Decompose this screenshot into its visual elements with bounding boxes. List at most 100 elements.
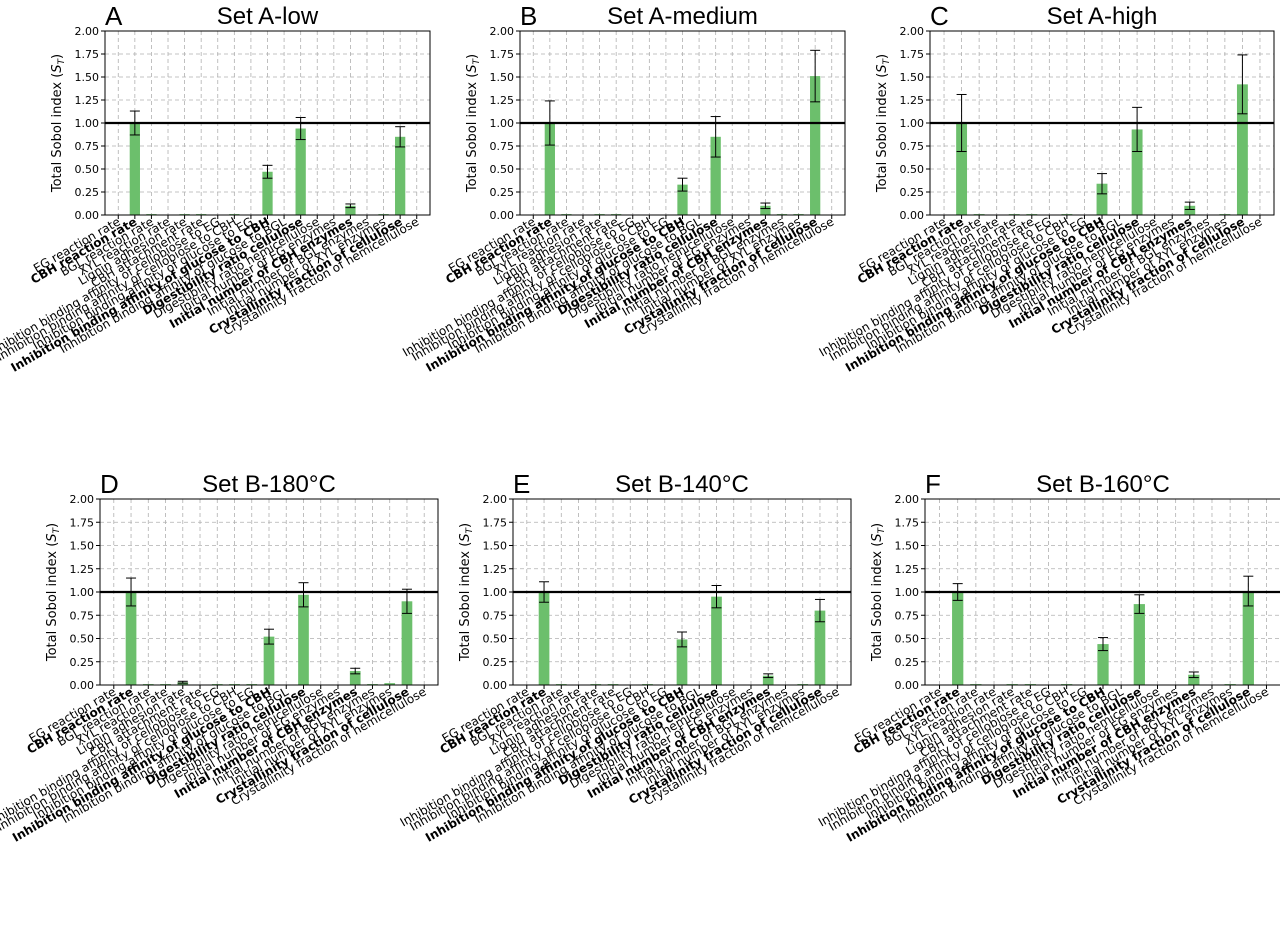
y-axis-label: Total Sobol index (ST) <box>458 523 475 662</box>
y-axis-label-symbol: S <box>458 533 473 541</box>
bar <box>810 76 821 215</box>
bar <box>263 636 275 685</box>
y-tick-label: 1.00 <box>70 586 95 599</box>
panel-f: F Set B-160°C 0.00 0.25 0.50 0.75 1.00 1.25 1.50… <box>816 469 1280 845</box>
y-tick-label: 0.75 <box>895 609 920 622</box>
bar <box>1097 644 1109 685</box>
y-axis-label-close: ) <box>870 523 885 528</box>
bar <box>711 596 722 685</box>
y-tick-label: 0.50 <box>70 633 95 646</box>
y-tick-label: 1.75 <box>483 516 508 529</box>
y-tick-label: 0.00 <box>895 679 920 692</box>
panel-title: Set B-180°C <box>202 471 336 498</box>
y-tick-label: 0.00 <box>483 679 508 692</box>
bar <box>384 683 396 685</box>
bar <box>295 128 306 215</box>
y-tick-label: 0.50 <box>490 163 515 176</box>
y-axis-label-symbol: S <box>50 64 65 72</box>
y-tick-label: 2.00 <box>70 493 95 506</box>
bar <box>676 639 688 685</box>
bar <box>814 610 826 685</box>
y-tick-label: 2.00 <box>895 493 920 506</box>
y-tick-label: 0.50 <box>900 163 925 176</box>
y-axis-label-close: ) <box>875 54 890 59</box>
y-tick-label: 1.75 <box>900 48 925 61</box>
y-tick-label: 0.25 <box>75 186 100 199</box>
bar <box>1184 205 1196 215</box>
y-tick-label: 0.25 <box>70 656 95 669</box>
bar <box>1236 84 1248 215</box>
bar <box>544 123 555 215</box>
y-tick-label: 0.75 <box>70 609 95 622</box>
bar <box>1242 591 1254 685</box>
y-axis-label-subscript: T <box>877 526 887 533</box>
y-tick-label: 0.75 <box>900 140 925 153</box>
y-axis-label-text: Total Sobol index ( <box>875 73 890 193</box>
panel-letter: C <box>930 1 949 31</box>
y-tick-label: 1.50 <box>900 71 925 84</box>
panel-title: Set A-high <box>1047 3 1158 30</box>
y-tick-label: 1.25 <box>70 563 95 576</box>
y-axis-label: Total Sobol index (ST) <box>50 54 67 193</box>
y-tick-label: 1.75 <box>490 48 515 61</box>
bar <box>129 123 140 215</box>
y-axis-label-subscript: T <box>57 57 67 64</box>
y-axis-label-text: Total Sobol index ( <box>50 73 65 193</box>
y-tick-label: 1.50 <box>490 71 515 84</box>
bar <box>298 594 309 685</box>
y-tick-label: 2.00 <box>75 25 100 38</box>
panel-b: B Set A-medium 0.00 0.25 0.50 0.75 1.00 1.25 1.5… <box>400 1 846 375</box>
y-axis-label-subscript: T <box>465 526 475 533</box>
y-tick-label: 0.25 <box>483 656 508 669</box>
y-tick-label: 1.75 <box>75 48 100 61</box>
y-tick-label: 1.25 <box>75 94 100 107</box>
y-axis-label: Total Sobol index (ST) <box>875 54 892 193</box>
panel-letter: F <box>925 469 941 499</box>
bar <box>710 136 721 215</box>
y-tick-label: 2.00 <box>900 25 925 38</box>
y-tick-label: 0.00 <box>75 209 100 222</box>
y-tick-label: 0.75 <box>490 140 515 153</box>
y-axis-label-close: ) <box>50 54 65 59</box>
y-tick-label: 1.50 <box>895 540 920 553</box>
y-axis-label-symbol: S <box>875 64 890 72</box>
y-tick-label: 0.75 <box>483 609 508 622</box>
bar <box>538 592 550 685</box>
y-tick-label: 1.00 <box>490 117 515 130</box>
y-tick-label: 1.00 <box>483 586 508 599</box>
y-axis-label-close: ) <box>45 523 60 528</box>
y-tick-label: 0.25 <box>895 656 920 669</box>
bar <box>349 671 361 685</box>
y-tick-label: 0.75 <box>75 140 100 153</box>
y-tick-label: 1.25 <box>900 94 925 107</box>
panel-title: Set B-160°C <box>1036 471 1170 498</box>
y-axis-label-symbol: S <box>465 64 480 72</box>
panel-e: E Set B-140°C 0.00 0.25 0.50 0.75 1.00 1.25 1.50… <box>398 469 852 845</box>
bar <box>677 184 688 215</box>
y-axis-label: Total Sobol index (ST) <box>870 523 887 662</box>
panel-a: A Set A-low 0.00 0.25 0.50 0.75 1.00 1.25 1.50 1.… <box>0 1 431 375</box>
y-axis-label-subscript: T <box>882 57 892 64</box>
panel-letter: A <box>105 1 123 31</box>
y-tick-label: 0.25 <box>490 186 515 199</box>
bar <box>1131 129 1143 215</box>
panel-d: D Set B-180°C 0.00 0.25 0.50 0.75 1.00 1.25 1.50… <box>0 469 439 845</box>
y-tick-label: 2.00 <box>483 493 508 506</box>
y-axis-label-text: Total Sobol index ( <box>458 542 473 662</box>
y-tick-label: 1.75 <box>70 516 95 529</box>
bar <box>956 123 968 215</box>
y-tick-label: 1.00 <box>75 117 100 130</box>
bar <box>401 601 413 685</box>
bar <box>262 171 273 215</box>
bar <box>760 205 771 215</box>
y-axis-label-text: Total Sobol index ( <box>45 542 60 662</box>
bar <box>1188 674 1200 685</box>
y-axis-label-text: Total Sobol index ( <box>870 542 885 662</box>
panel-title: Set B-140°C <box>615 471 749 498</box>
bar <box>952 592 964 685</box>
y-tick-label: 0.50 <box>75 163 100 176</box>
bar <box>125 592 137 685</box>
bar <box>1096 183 1108 215</box>
panel-letter: E <box>513 469 530 499</box>
